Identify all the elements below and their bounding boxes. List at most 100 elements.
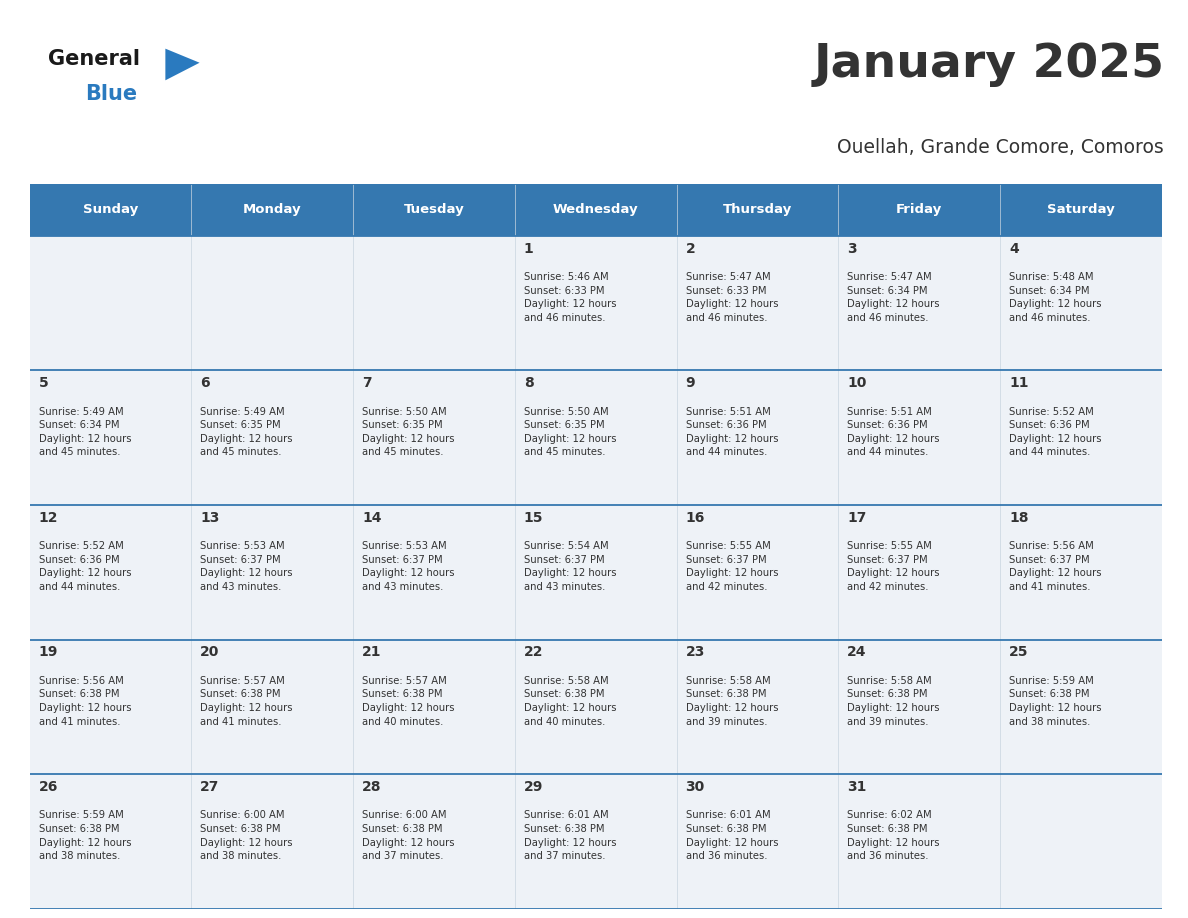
Text: 26: 26 (38, 780, 58, 794)
Text: General: General (48, 49, 139, 69)
Bar (353, 184, 514, 236)
Bar (677, 774, 839, 909)
Text: Sunrise: 5:49 AM
Sunset: 6:35 PM
Daylight: 12 hours
and 45 minutes.: Sunrise: 5:49 AM Sunset: 6:35 PM Dayligh… (201, 407, 292, 457)
Text: 16: 16 (685, 510, 704, 525)
Text: Sunrise: 5:50 AM
Sunset: 6:35 PM
Daylight: 12 hours
and 45 minutes.: Sunrise: 5:50 AM Sunset: 6:35 PM Dayligh… (524, 407, 617, 457)
Text: 25: 25 (1009, 645, 1029, 659)
Text: 22: 22 (524, 645, 543, 659)
Text: Sunrise: 5:47 AM
Sunset: 6:33 PM
Daylight: 12 hours
and 46 minutes.: Sunrise: 5:47 AM Sunset: 6:33 PM Dayligh… (685, 272, 778, 323)
Text: Friday: Friday (896, 203, 942, 217)
Text: Sunrise: 5:56 AM
Sunset: 6:37 PM
Daylight: 12 hours
and 41 minutes.: Sunrise: 5:56 AM Sunset: 6:37 PM Dayligh… (1009, 542, 1101, 592)
Text: Sunrise: 5:48 AM
Sunset: 6:34 PM
Daylight: 12 hours
and 46 minutes.: Sunrise: 5:48 AM Sunset: 6:34 PM Dayligh… (1009, 272, 1101, 323)
Bar (353, 774, 514, 909)
Bar (839, 505, 1000, 640)
Text: Sunrise: 5:55 AM
Sunset: 6:37 PM
Daylight: 12 hours
and 42 minutes.: Sunrise: 5:55 AM Sunset: 6:37 PM Dayligh… (847, 542, 940, 592)
Text: 30: 30 (685, 780, 704, 794)
Text: Sunrise: 5:58 AM
Sunset: 6:38 PM
Daylight: 12 hours
and 40 minutes.: Sunrise: 5:58 AM Sunset: 6:38 PM Dayligh… (524, 676, 617, 727)
Bar (514, 505, 677, 640)
Bar (839, 371, 1000, 505)
Bar (839, 640, 1000, 774)
Text: Sunrise: 5:58 AM
Sunset: 6:38 PM
Daylight: 12 hours
and 39 minutes.: Sunrise: 5:58 AM Sunset: 6:38 PM Dayligh… (685, 676, 778, 727)
Text: 15: 15 (524, 510, 543, 525)
Bar (514, 774, 677, 909)
Text: Sunrise: 5:53 AM
Sunset: 6:37 PM
Daylight: 12 hours
and 43 minutes.: Sunrise: 5:53 AM Sunset: 6:37 PM Dayligh… (362, 542, 455, 592)
Bar (353, 640, 514, 774)
Bar (30, 371, 191, 505)
Bar (1000, 640, 1162, 774)
Bar (839, 184, 1000, 236)
Text: Sunrise: 5:54 AM
Sunset: 6:37 PM
Daylight: 12 hours
and 43 minutes.: Sunrise: 5:54 AM Sunset: 6:37 PM Dayligh… (524, 542, 617, 592)
Text: Saturday: Saturday (1047, 203, 1114, 217)
Text: Sunrise: 5:53 AM
Sunset: 6:37 PM
Daylight: 12 hours
and 43 minutes.: Sunrise: 5:53 AM Sunset: 6:37 PM Dayligh… (201, 542, 292, 592)
Text: Wednesday: Wednesday (552, 203, 639, 217)
Bar (30, 505, 191, 640)
Text: Thursday: Thursday (722, 203, 792, 217)
Text: Tuesday: Tuesday (404, 203, 465, 217)
Text: 28: 28 (362, 780, 381, 794)
Text: 29: 29 (524, 780, 543, 794)
Bar (1000, 774, 1162, 909)
Text: 20: 20 (201, 645, 220, 659)
Text: Sunrise: 5:47 AM
Sunset: 6:34 PM
Daylight: 12 hours
and 46 minutes.: Sunrise: 5:47 AM Sunset: 6:34 PM Dayligh… (847, 272, 940, 323)
Text: Sunrise: 5:52 AM
Sunset: 6:36 PM
Daylight: 12 hours
and 44 minutes.: Sunrise: 5:52 AM Sunset: 6:36 PM Dayligh… (1009, 407, 1101, 457)
Bar (353, 371, 514, 505)
Bar (1000, 505, 1162, 640)
Text: 11: 11 (1009, 376, 1029, 390)
Text: Sunrise: 5:52 AM
Sunset: 6:36 PM
Daylight: 12 hours
and 44 minutes.: Sunrise: 5:52 AM Sunset: 6:36 PM Dayligh… (38, 542, 131, 592)
Bar (353, 505, 514, 640)
Bar (677, 236, 839, 371)
Text: Sunrise: 6:02 AM
Sunset: 6:38 PM
Daylight: 12 hours
and 36 minutes.: Sunrise: 6:02 AM Sunset: 6:38 PM Dayligh… (847, 811, 940, 861)
Bar (839, 236, 1000, 371)
Bar (1000, 236, 1162, 371)
Text: 21: 21 (362, 645, 381, 659)
Bar (191, 640, 353, 774)
Bar (30, 184, 191, 236)
Bar (677, 184, 839, 236)
Bar (191, 184, 353, 236)
Bar (514, 236, 677, 371)
Text: 23: 23 (685, 645, 704, 659)
Text: Blue: Blue (86, 84, 138, 104)
Bar (30, 774, 191, 909)
Text: Sunday: Sunday (83, 203, 138, 217)
Text: 9: 9 (685, 376, 695, 390)
Text: Monday: Monday (244, 203, 302, 217)
Text: 13: 13 (201, 510, 220, 525)
Bar (191, 505, 353, 640)
Text: 3: 3 (847, 241, 857, 255)
Text: Sunrise: 5:57 AM
Sunset: 6:38 PM
Daylight: 12 hours
and 40 minutes.: Sunrise: 5:57 AM Sunset: 6:38 PM Dayligh… (362, 676, 455, 727)
Bar (30, 640, 191, 774)
Text: 19: 19 (38, 645, 58, 659)
Text: 2: 2 (685, 241, 695, 255)
Text: 27: 27 (201, 780, 220, 794)
Bar (191, 371, 353, 505)
Text: 31: 31 (847, 780, 867, 794)
Bar (191, 774, 353, 909)
Bar (30, 236, 191, 371)
Text: Sunrise: 6:01 AM
Sunset: 6:38 PM
Daylight: 12 hours
and 37 minutes.: Sunrise: 6:01 AM Sunset: 6:38 PM Dayligh… (524, 811, 617, 861)
Text: 5: 5 (38, 376, 49, 390)
Text: 24: 24 (847, 645, 867, 659)
Text: 10: 10 (847, 376, 867, 390)
Text: Sunrise: 6:01 AM
Sunset: 6:38 PM
Daylight: 12 hours
and 36 minutes.: Sunrise: 6:01 AM Sunset: 6:38 PM Dayligh… (685, 811, 778, 861)
Text: 12: 12 (38, 510, 58, 525)
Text: Sunrise: 5:51 AM
Sunset: 6:36 PM
Daylight: 12 hours
and 44 minutes.: Sunrise: 5:51 AM Sunset: 6:36 PM Dayligh… (847, 407, 940, 457)
Text: Sunrise: 5:50 AM
Sunset: 6:35 PM
Daylight: 12 hours
and 45 minutes.: Sunrise: 5:50 AM Sunset: 6:35 PM Dayligh… (362, 407, 455, 457)
Text: 1: 1 (524, 241, 533, 255)
Polygon shape (165, 49, 200, 80)
Text: Sunrise: 5:55 AM
Sunset: 6:37 PM
Daylight: 12 hours
and 42 minutes.: Sunrise: 5:55 AM Sunset: 6:37 PM Dayligh… (685, 542, 778, 592)
Bar (191, 236, 353, 371)
Text: 14: 14 (362, 510, 381, 525)
Text: Sunrise: 6:00 AM
Sunset: 6:38 PM
Daylight: 12 hours
and 37 minutes.: Sunrise: 6:00 AM Sunset: 6:38 PM Dayligh… (362, 811, 455, 861)
Text: 6: 6 (201, 376, 210, 390)
Text: 18: 18 (1009, 510, 1029, 525)
Text: 17: 17 (847, 510, 867, 525)
Text: Sunrise: 5:59 AM
Sunset: 6:38 PM
Daylight: 12 hours
and 38 minutes.: Sunrise: 5:59 AM Sunset: 6:38 PM Dayligh… (38, 811, 131, 861)
Bar (514, 184, 677, 236)
Bar (514, 640, 677, 774)
Text: Sunrise: 5:57 AM
Sunset: 6:38 PM
Daylight: 12 hours
and 41 minutes.: Sunrise: 5:57 AM Sunset: 6:38 PM Dayligh… (201, 676, 292, 727)
Text: 7: 7 (362, 376, 372, 390)
Bar (677, 640, 839, 774)
Text: Sunrise: 5:58 AM
Sunset: 6:38 PM
Daylight: 12 hours
and 39 minutes.: Sunrise: 5:58 AM Sunset: 6:38 PM Dayligh… (847, 676, 940, 727)
Text: 4: 4 (1009, 241, 1019, 255)
